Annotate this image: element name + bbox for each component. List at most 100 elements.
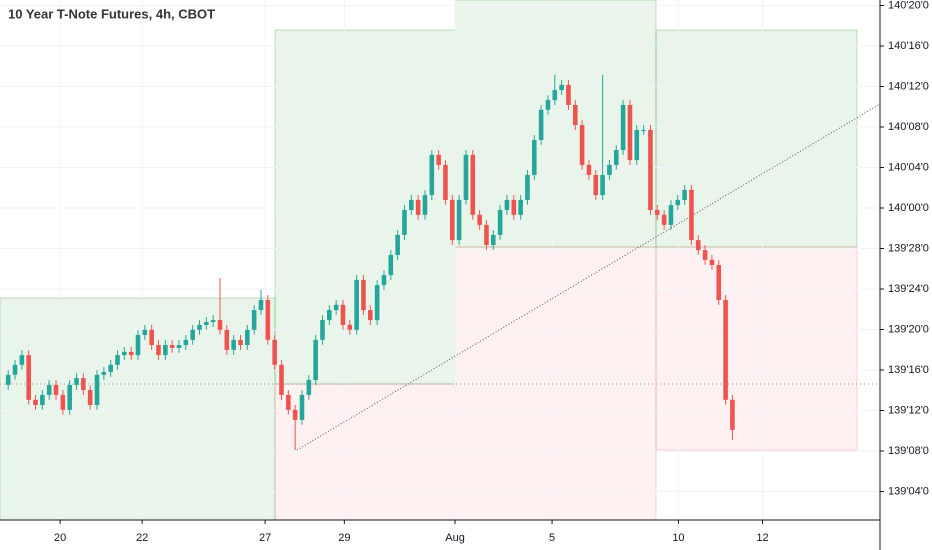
candle-body — [224, 329, 230, 350]
candle-body — [586, 164, 592, 175]
candle-body — [368, 310, 373, 321]
candle-body — [689, 189, 694, 241]
candle-body — [142, 329, 148, 336]
candle-body — [600, 174, 605, 196]
y-tick-label: 140'08'0 — [888, 121, 929, 133]
candle-body — [525, 174, 530, 200]
x-tick-label: 27 — [259, 532, 271, 544]
candle-body — [497, 209, 503, 235]
candle-body — [12, 364, 18, 375]
candles — [5, 74, 735, 451]
x-tick-label: 12 — [756, 532, 768, 544]
candle-body — [668, 205, 674, 225]
candle-body — [593, 174, 599, 196]
y-tick-label: 140'04'0 — [888, 161, 929, 173]
candle-body — [176, 345, 182, 348]
x-tick-label: 22 — [136, 532, 148, 544]
candle-body — [333, 304, 339, 311]
zone-green — [0, 297, 276, 521]
candle-body — [607, 164, 612, 175]
candle-body — [204, 322, 209, 325]
candle-body — [238, 339, 243, 346]
candle-body — [33, 399, 38, 405]
y-tick-label: 139'12'0 — [888, 404, 929, 416]
candle-body — [518, 199, 523, 215]
x-tick-label: 29 — [338, 532, 350, 544]
candle-body — [429, 154, 435, 196]
grid — [0, 0, 880, 520]
candle-body — [19, 355, 25, 365]
candle-body — [579, 125, 585, 165]
candle-body — [627, 104, 633, 161]
candle-body — [381, 275, 387, 286]
candle-body — [545, 100, 551, 110]
candle-body — [409, 199, 414, 210]
candle-body — [716, 265, 722, 301]
candle-body — [531, 139, 537, 175]
candle-body — [108, 364, 113, 372]
candle-body — [67, 384, 72, 410]
chart-title: 10 Year T-Note Futures, 4h, CBOT — [8, 6, 215, 21]
candle-body — [661, 214, 667, 225]
candle-body — [272, 339, 277, 365]
candle-body — [436, 154, 441, 165]
candle-body — [279, 364, 284, 395]
candle-body — [53, 384, 59, 395]
candle-body — [101, 371, 107, 375]
candle-body — [40, 394, 45, 405]
candle-body — [286, 394, 291, 410]
candle-body — [306, 380, 312, 395]
candle-body — [320, 320, 325, 340]
y-tick-label: 139'04'0 — [888, 485, 929, 497]
candle-body — [122, 351, 127, 356]
candle-body — [654, 209, 660, 215]
zone-red — [274, 383, 456, 521]
zone-red — [454, 246, 657, 521]
candle-body — [361, 279, 366, 311]
candle-body — [422, 195, 428, 215]
candle-body — [156, 345, 161, 356]
y-tick-label: 139'24'0 — [888, 283, 929, 295]
candle-body — [641, 129, 646, 131]
candle-body — [163, 345, 168, 356]
candle-body — [74, 378, 79, 385]
y-tick-label: 139'28'0 — [888, 242, 929, 254]
candle-body — [258, 300, 264, 311]
candle-body — [552, 90, 558, 101]
candle-body — [190, 329, 195, 340]
candle-body — [463, 154, 469, 200]
candle-body — [183, 339, 189, 346]
candle-body — [169, 345, 175, 348]
axis-labels: 139'04'0 139'08'0 139'12'0 139'16'0 139'20'0… — [54, 0, 929, 544]
candle-body — [675, 199, 681, 206]
candle-body — [402, 209, 407, 235]
candle-body — [347, 324, 353, 330]
candle-body — [81, 378, 86, 391]
candle-body — [730, 399, 735, 430]
candle-body — [504, 199, 510, 210]
candle-body — [299, 394, 305, 420]
candle-body — [327, 310, 332, 321]
candle-body — [5, 374, 11, 385]
candle-body — [46, 384, 52, 395]
candle-body — [26, 355, 31, 400]
candle-body — [210, 320, 216, 323]
candle-body — [94, 374, 100, 405]
y-tick-label: 140'20'0 — [888, 0, 929, 11]
candle-body — [149, 329, 154, 346]
candle-body — [313, 339, 318, 381]
candle-body — [354, 279, 359, 330]
zone-green — [454, 0, 657, 248]
candle-body — [634, 129, 640, 161]
candle-body — [292, 409, 298, 420]
x-tick-label: Aug — [445, 532, 465, 544]
y-tick-label: 139'08'0 — [888, 445, 929, 457]
zone-green — [655, 29, 858, 248]
y-tick-label: 140'16'0 — [888, 40, 929, 52]
candle-body — [60, 394, 66, 410]
candle-body — [443, 164, 448, 200]
zones — [0, 0, 858, 521]
candle-body — [265, 300, 271, 340]
candle-body — [470, 154, 476, 215]
